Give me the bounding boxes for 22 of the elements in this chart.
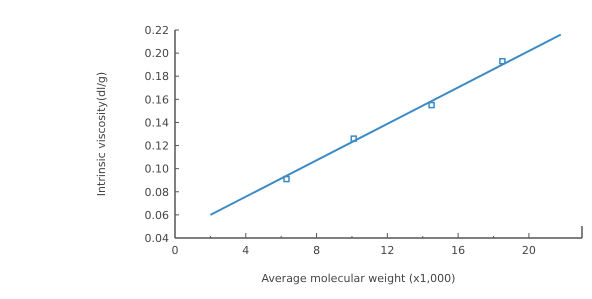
- y-tick-label: 0.10: [144, 162, 169, 176]
- y-tick-label: 0.18: [144, 70, 169, 84]
- point: [283, 176, 290, 182]
- x-tick-label: 4: [242, 244, 250, 257]
- y-tick-label: 0.20: [144, 47, 169, 60]
- point: [350, 135, 357, 142]
- y-tick-label: 0.04: [144, 232, 169, 245]
- y-tick-label: 0.16: [144, 93, 169, 106]
- y-tick-label: 0.14: [144, 116, 169, 130]
- x-tick-label: 20: [522, 244, 536, 257]
- point: [428, 102, 435, 108]
- y-tick-label: 0.12: [144, 140, 169, 153]
- y-tick-label: 0.06: [144, 208, 169, 222]
- x-tick-label: 8: [313, 244, 320, 257]
- y-tick-label: 0.22: [144, 24, 169, 37]
- y-tick-label: 0.08: [144, 186, 169, 199]
- x-axis-title: Average molecular weight (x1,000): [262, 272, 456, 285]
- x-tick-label: 12: [380, 244, 394, 257]
- y-axis-title: Intrinsic viscosity(dl/g): [95, 72, 108, 196]
- point: [499, 58, 506, 64]
- x-tick-label: 0: [172, 244, 178, 257]
- x-tick-label: 16: [451, 244, 466, 257]
